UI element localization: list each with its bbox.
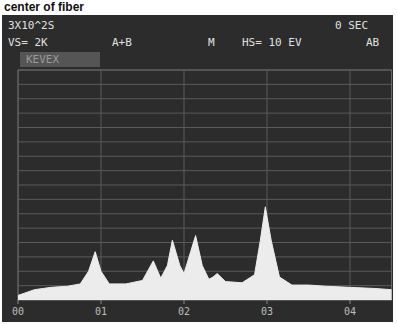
tick-label: 03	[261, 306, 273, 317]
screen	[2, 15, 393, 322]
tick-label: 00	[12, 306, 24, 317]
tick	[184, 300, 185, 304]
grid-line	[18, 242, 392, 243]
grid-line	[18, 84, 392, 85]
grid-line	[18, 156, 392, 157]
grid-line	[18, 228, 392, 229]
screen-text: VS= 2K	[8, 36, 48, 49]
screen-text: 3X10^2S	[8, 19, 54, 32]
screen-text: 0 SEC	[335, 19, 368, 32]
screen-text: M	[208, 36, 215, 49]
grid-line	[18, 199, 392, 200]
grid-line	[18, 98, 392, 99]
tick	[101, 300, 102, 304]
grid-line	[18, 127, 392, 128]
tick	[350, 300, 351, 304]
tick-label: 04	[344, 306, 356, 317]
chart: center of fiber 3X10^2S 0 SEC VS= 2K A+B M HS=…	[0, 0, 397, 324]
screen-text: KEVEX	[26, 53, 59, 66]
tick	[18, 300, 19, 304]
grid-line	[18, 185, 392, 186]
grid-line	[18, 113, 392, 114]
tick	[267, 300, 268, 304]
grid-line	[18, 170, 392, 171]
grid-line	[350, 70, 351, 300]
plot-area	[18, 207, 392, 300]
grid-line	[184, 70, 185, 300]
grid-line	[18, 213, 392, 214]
screen-text: HS= 10 EV	[242, 36, 302, 49]
screen-text: AB	[366, 36, 380, 49]
title: center of fiber	[4, 0, 84, 14]
tick-label: 02	[178, 306, 190, 317]
tick-label: 01	[95, 306, 107, 317]
plot-frame	[18, 70, 392, 300]
grid-line	[18, 256, 392, 257]
grid-line	[101, 70, 102, 300]
grid-line	[18, 141, 392, 142]
spectrum-area	[18, 207, 392, 300]
screen-text: A+B	[112, 36, 132, 49]
label-bar	[20, 52, 100, 67]
